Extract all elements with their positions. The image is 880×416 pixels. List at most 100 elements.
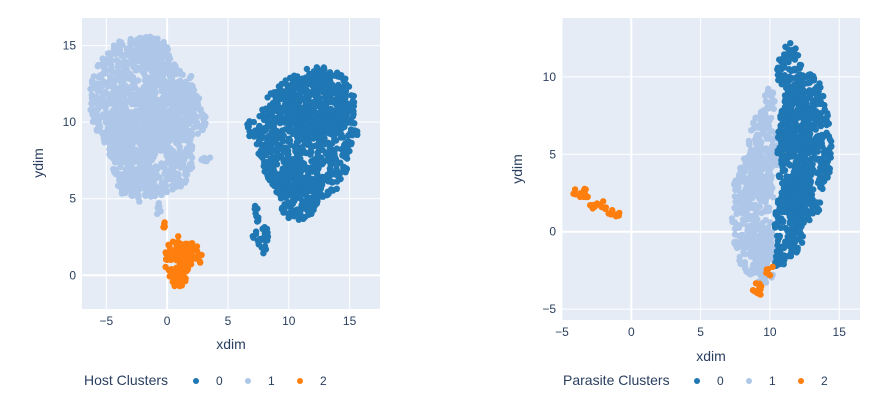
parasite-cluster-0-point [811, 86, 819, 93]
host-cluster-0-point [316, 121, 324, 128]
parasite-cluster-0-point [799, 152, 806, 159]
host-legend-label-1[interactable]: 1 [268, 374, 275, 388]
parasite-legend-label-1[interactable]: 1 [769, 374, 776, 388]
host-y-tick-label: 10 [63, 115, 77, 129]
host-cluster-1-point [114, 182, 122, 189]
parasite-cluster-2-point [763, 269, 770, 277]
host-cluster-1-point [190, 86, 198, 94]
host-cluster-0-point [345, 83, 353, 90]
host-cluster-1-point [178, 104, 185, 111]
host-cluster-0-point [341, 145, 348, 152]
host-cluster-2-point [182, 252, 189, 260]
host-cluster-2-point [184, 266, 191, 274]
host-cluster-0-point [295, 216, 302, 223]
host-cluster-1-point [107, 143, 114, 150]
host-cluster-1-point [132, 166, 139, 173]
host-cluster-0-point [334, 69, 341, 76]
host-cluster-1-point [125, 124, 132, 131]
parasite-cluster-0-point [781, 167, 789, 174]
host-cluster-1-series [87, 33, 214, 218]
host-cluster-1-point [100, 59, 107, 66]
parasite-cluster-0-point [777, 125, 784, 132]
host-cluster-1-point [188, 72, 195, 80]
host-cluster-0-point [280, 147, 287, 154]
host-cluster-1-point [162, 128, 169, 135]
host-cluster-1-point [116, 38, 123, 45]
host-cluster-1-point [142, 192, 149, 200]
host-cluster-0-point [285, 135, 293, 142]
parasite-cluster-0-point [780, 178, 787, 185]
parasite-cluster-1-point [768, 186, 775, 193]
host-cluster-1-point [144, 146, 152, 154]
host-cluster-0-point [330, 97, 337, 104]
host-cluster-1-point [124, 147, 131, 154]
parasite-y-tick-label: 0 [549, 225, 556, 239]
parasite-cluster-0-point [804, 175, 812, 183]
host-legend-marker-2[interactable] [297, 378, 303, 384]
host-cluster-0-point [328, 124, 335, 132]
parasite-legend: Parasite Clusters 0 1 2 [563, 372, 828, 388]
parasite-legend-marker-0[interactable] [694, 378, 700, 384]
host-cluster-0-point [286, 103, 293, 110]
host-cluster-0-point [317, 142, 325, 149]
host-cluster-0-point [303, 65, 311, 73]
parasite-cluster-1-point [761, 208, 769, 215]
parasite-cluster-1-point [752, 217, 759, 225]
host-cluster-0-point [303, 199, 310, 206]
host-cluster-1-point [115, 45, 123, 53]
host-cluster-0-point [251, 128, 258, 135]
host-cluster-0-point [256, 113, 263, 120]
host-cluster-1-point [103, 109, 110, 117]
parasite-cluster-1-point [738, 204, 745, 212]
host-cluster-1-point [109, 76, 117, 83]
host-cluster-1-point [149, 105, 156, 112]
parasite-cluster-0-point [783, 135, 791, 143]
parasite-cluster-0-point [808, 74, 815, 81]
host-legend-marker-1[interactable] [245, 378, 251, 384]
host-cluster-1-point [169, 117, 176, 124]
parasite-legend-label-2[interactable]: 2 [821, 374, 828, 388]
parasite-legend-marker-2[interactable] [798, 378, 804, 384]
host-cluster-1-point [141, 90, 148, 97]
host-legend-marker-0[interactable] [193, 378, 199, 384]
host-cluster-1-point [116, 102, 123, 110]
host-cluster-0-point [322, 84, 329, 92]
parasite-cluster-1-point [735, 172, 743, 180]
host-cluster-2-point [179, 272, 186, 279]
host-cluster-2-point [172, 268, 180, 275]
host-x-tick-label: 5 [225, 314, 232, 328]
host-cluster-0-point [327, 90, 334, 98]
host-cluster-0-point [269, 154, 276, 161]
host-cluster-0-point [322, 91, 329, 99]
host-cluster-2-point [193, 243, 201, 250]
host-cluster-2-point [170, 275, 177, 282]
parasite-legend-label-0[interactable]: 0 [717, 374, 724, 388]
host-cluster-0-point [301, 82, 309, 90]
host-cluster-0-point [262, 162, 269, 170]
parasite-legend-marker-1[interactable] [746, 378, 752, 384]
host-cluster-1-point [88, 95, 96, 102]
host-cluster-0-point [263, 237, 270, 244]
host-cluster-1-point [176, 116, 184, 123]
parasite-cluster-2-point [758, 283, 765, 290]
parasite-cluster-1-point [731, 193, 739, 200]
host-cluster-1-point [188, 146, 195, 153]
host-cluster-0-point [318, 111, 325, 118]
host-cluster-0-point [318, 105, 325, 112]
parasite-cluster-1-point [743, 197, 750, 204]
host-cluster-1-point [115, 88, 123, 95]
host-legend-label-0[interactable]: 0 [216, 374, 223, 388]
host-cluster-0-point [267, 149, 275, 156]
host-cluster-0-point [284, 147, 292, 154]
host-cluster-1-point [141, 122, 148, 129]
parasite-cluster-1-point [765, 85, 772, 93]
host-cluster-1-point [132, 146, 139, 153]
host-legend-label-2[interactable]: 2 [320, 374, 327, 388]
parasite-cluster-0-point [784, 144, 791, 151]
host-cluster-1-point [193, 105, 200, 112]
host-cluster-0-point [258, 145, 266, 152]
host-cluster-1-point [91, 107, 98, 115]
host-cluster-0-point [262, 115, 270, 122]
